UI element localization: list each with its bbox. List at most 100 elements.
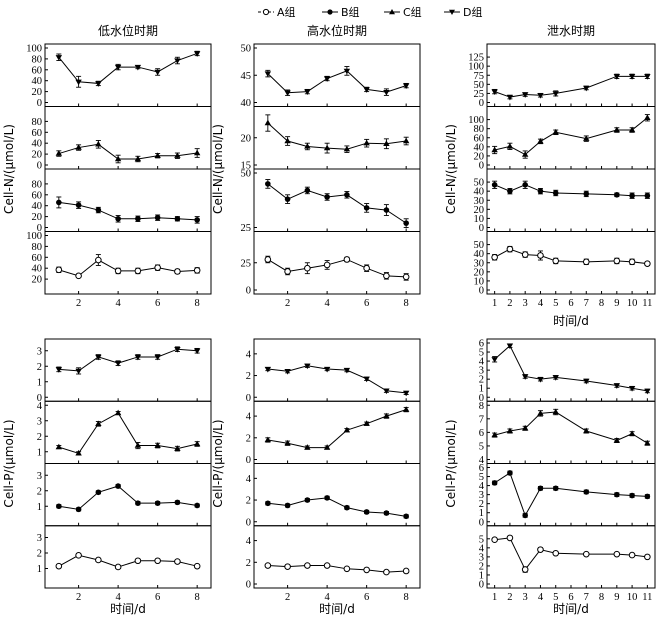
series-line-triangle-down	[58, 52, 198, 84]
y-tick-label: 10	[474, 214, 485, 225]
panel-frame	[253, 168, 421, 232]
series-line-triangle-up	[494, 117, 648, 156]
panel-frame	[44, 525, 212, 589]
series-line-triangle-up	[58, 143, 198, 160]
y-tick-label: 8	[479, 401, 484, 412]
data-point-open-circle	[644, 553, 651, 561]
data-point-filled-circle	[56, 199, 62, 206]
data-point-triangle-up	[383, 412, 390, 419]
y-tick-label: 0	[479, 517, 484, 528]
data-point-filled-circle	[324, 495, 330, 501]
legend-label-d: D组	[463, 5, 482, 19]
data-point-triangle-up	[264, 119, 272, 126]
y-tick-label: 0	[246, 517, 251, 528]
y-tick-label: 80	[32, 117, 43, 128]
data-point-filled-circle	[284, 502, 291, 509]
data-point-triangle-up	[363, 139, 370, 146]
data-point-open-circle	[506, 534, 514, 542]
legend-item-c: C组	[384, 5, 422, 19]
series-line-open-circle	[58, 259, 198, 277]
y-tick-label: 0	[37, 98, 42, 109]
x-tick-label: 8	[195, 592, 200, 603]
data-point-open-circle	[134, 267, 142, 275]
data-point-open-circle	[582, 258, 590, 266]
y-tick-label: 50	[474, 240, 485, 251]
data-point-triangle-down	[264, 71, 272, 78]
data-point-open-circle	[284, 268, 291, 275]
x-tick-label: 4	[115, 592, 121, 603]
y-tick-label: 2	[479, 375, 484, 386]
y-axis-label: Cell-P/(μmol/L)	[2, 419, 16, 507]
data-point-open-circle	[383, 272, 390, 280]
data-point-filled-circle	[75, 506, 82, 513]
y-tick-label: 0	[37, 161, 42, 172]
data-point-triangle-up	[323, 444, 331, 450]
x-tick-label: 7	[584, 298, 589, 309]
y-tick-label: 25	[474, 89, 485, 100]
data-point-triangle-up	[343, 426, 351, 433]
data-point-triangle-down	[363, 87, 370, 93]
panel-frame	[44, 43, 212, 107]
y-tick-label: 0	[479, 286, 484, 297]
series-line-triangle-down	[267, 365, 407, 394]
series-line-triangle-up	[267, 122, 407, 150]
data-point-filled-circle	[644, 192, 651, 199]
y-tick-label: 5	[479, 472, 484, 483]
data-point-open-circle	[304, 562, 311, 569]
chart-title: 高水位时期	[307, 23, 367, 38]
x-tick-label: 2	[507, 592, 512, 603]
data-point-triangle-down	[491, 357, 498, 363]
data-point-filled-circle	[95, 207, 102, 213]
x-tick-label: 8	[404, 298, 409, 309]
data-point-triangle-up	[613, 437, 621, 443]
data-point-open-circle	[613, 257, 621, 265]
x-tick-label: 8	[195, 298, 200, 309]
y-tick-label: 20	[241, 133, 252, 144]
data-point-open-circle	[134, 557, 142, 565]
data-point-triangle-down	[537, 376, 544, 383]
data-point-filled-circle	[537, 188, 544, 194]
data-point-filled-circle	[583, 191, 590, 197]
legend-item-a: A组	[258, 5, 296, 19]
data-point-filled-circle	[154, 500, 161, 506]
y-tick-label: 3	[37, 346, 42, 357]
data-point-triangle-down	[75, 79, 82, 86]
series-line-filled-circle	[267, 183, 407, 224]
data-point-triangle-down	[613, 383, 621, 389]
y-tick-label: 4	[246, 412, 252, 423]
data-point-triangle-up	[613, 126, 621, 133]
y-tick-label: 4	[479, 481, 485, 492]
data-point-filled-circle	[135, 215, 141, 222]
data-point-triangle-up	[114, 409, 122, 416]
panel-triangle-up: 4 5 6 7 8	[479, 400, 656, 466]
data-point-filled-circle	[552, 485, 559, 492]
y-tick-label: 40	[241, 98, 252, 109]
y-tick-label: 40	[474, 187, 485, 198]
x-axis-label: 时间/d	[110, 602, 146, 616]
data-point-open-circle	[343, 256, 351, 263]
x-tick-label: 5	[553, 592, 558, 603]
data-point-triangle-down	[583, 85, 590, 92]
data-point-triangle-up	[95, 140, 102, 147]
y-axis-label: Cell-P/(μmol/L)	[211, 419, 225, 507]
panel-triangle-down: 40 45 50	[241, 43, 421, 109]
y-tick-label: 0	[479, 161, 484, 172]
y-tick-label: 2	[246, 558, 251, 569]
y-tick-label: 40	[32, 76, 43, 87]
data-point-triangle-down	[193, 348, 201, 355]
y-tick-label: 2	[479, 561, 484, 572]
data-point-triangle-down	[628, 386, 636, 392]
y-tick-label: 6	[479, 463, 484, 474]
data-point-open-circle	[582, 550, 590, 558]
x-tick-label: 4	[324, 592, 330, 603]
panel-filled-circle: 25 50	[241, 168, 421, 234]
y-tick-label: 75	[474, 71, 485, 82]
data-point-open-circle	[343, 565, 351, 573]
data-point-open-circle	[114, 267, 122, 275]
y-tick-label: 80	[32, 242, 43, 253]
x-tick-label: 11	[642, 592, 652, 603]
data-point-open-circle	[264, 256, 272, 263]
